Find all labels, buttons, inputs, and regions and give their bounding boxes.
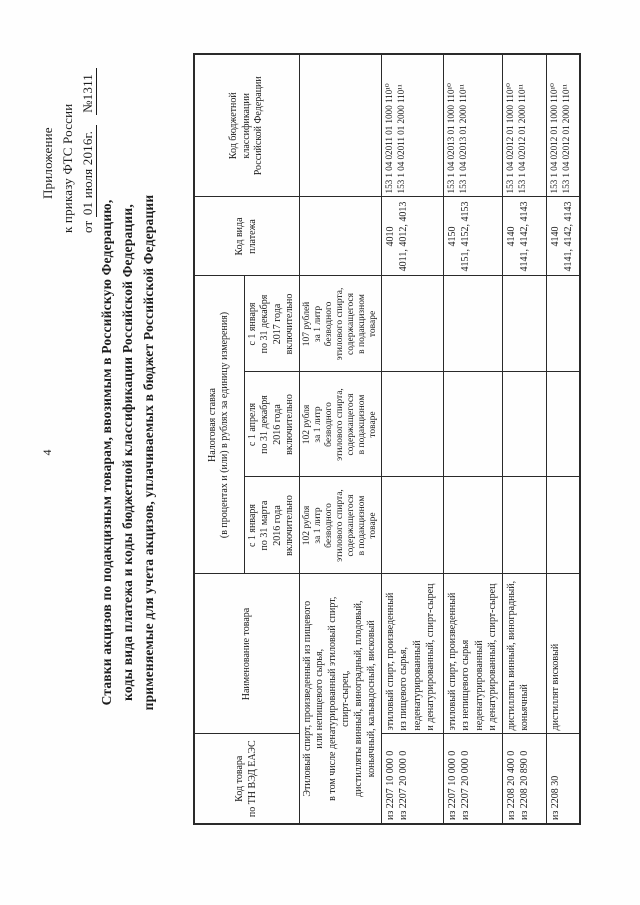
product-code-cell: из 2207 10 000 0 из 2207 20 000 0 xyxy=(381,734,443,824)
rate-cell-empty xyxy=(443,275,502,372)
rate-cell-empty xyxy=(502,372,546,477)
header-period-apr-dec-2016: с 1 апреля по 31 декабря 2016 года включ… xyxy=(244,372,299,477)
rate-cell-empty xyxy=(381,275,443,372)
header-tax-rate-group: Налоговая ставка (в процентах и (или) в … xyxy=(194,275,244,574)
excise-rates-table: Код товара по ТН ВЭД ЕАЭС Наименование т… xyxy=(193,52,581,825)
group-rate-2017-cell: 107 рублей за 1 литр безводного этиловог… xyxy=(299,275,381,372)
budget-code-cell: 153 1 04 02012 01 1000 110¹⁰ 153 1 04 02… xyxy=(502,53,546,197)
title-line-3: применяемые для учета акцизов, уплачивае… xyxy=(141,194,156,711)
budget-code-cell: 153 1 04 02012 01 1000 110¹⁰ 153 1 04 02… xyxy=(546,53,580,197)
table-row: из 2207 10 000 0 из 2207 20 000 0 этилов… xyxy=(443,53,502,824)
title-line-1: Ставки акцизов по подакцизным товарам, в… xyxy=(99,199,114,706)
table-row: из 2208 20 400 0 из 2208 20 890 0 дистил… xyxy=(502,53,546,824)
annex-from-label: от xyxy=(80,220,95,234)
rate-cell-empty xyxy=(381,372,443,477)
product-name-cell: дистиллят висковый xyxy=(546,574,580,734)
group-name-cell: Этиловый спирт, произведенный из пищевог… xyxy=(299,574,381,824)
annex-line-3: от 01 июля 2016г. №1311 xyxy=(78,68,98,233)
group-row: Этиловый спирт, произведенный из пищевог… xyxy=(299,53,381,824)
rate-cell-empty xyxy=(546,275,580,372)
product-name-cell: дистилляты винный, виноградный, коньячны… xyxy=(502,574,546,734)
payment-type-cell: 4140 4141, 4142, 4143 xyxy=(502,196,546,276)
header-period-jan-mar-2016: с 1 января по 31 марта 2016 года включит… xyxy=(244,477,299,574)
annex-order-number: №1311 xyxy=(80,68,97,115)
group-rate-q1-2016-cell: 102 рубля за 1 литр безводного этилового… xyxy=(299,477,381,574)
rate-cell-empty xyxy=(502,275,546,372)
rate-cell-empty xyxy=(546,372,580,477)
page-number: 4 xyxy=(40,449,54,456)
table-row: из 2208 30 дистиллят висковый 4140 4141,… xyxy=(546,53,580,824)
annex-date: 01 июля 2016г. xyxy=(80,124,97,218)
rate-cell-empty xyxy=(381,477,443,574)
product-name-cell: этиловый спирт, произведенный из непищев… xyxy=(443,574,502,734)
header-row-1: Код товара по ТН ВЭД ЕАЭС Наименование т… xyxy=(194,53,299,824)
document-title: Ставки акцизов по подакцизным товарам, в… xyxy=(96,0,159,905)
title-line-2: коды вида платежа и коды бюджетной класс… xyxy=(120,204,135,701)
header-payment-type-code: Код вида платежа xyxy=(194,196,299,276)
budget-code-cell: 153 1 04 02011 01 1000 110¹⁰ 153 1 04 02… xyxy=(381,53,443,197)
annex-line-2: к приказу ФТС России xyxy=(60,103,75,234)
group-payment-cell-empty xyxy=(299,196,381,276)
group-rate-apr-dec-2016-cell: 102 рубля за 1 литр безводного этилового… xyxy=(299,372,381,477)
product-code-cell: из 2208 20 400 0 из 2208 20 890 0 xyxy=(502,734,546,824)
group-budget-cell-empty xyxy=(299,53,381,197)
payment-type-cell: 4150 4151, 4152, 4153 xyxy=(443,196,502,276)
payment-type-cell: 4140 4141, 4142, 4143 xyxy=(546,196,580,276)
table-row: из 2207 10 000 0 из 2207 20 000 0 этилов… xyxy=(381,53,443,824)
header-period-2017: с 1 января по 31 декабря 2017 года включ… xyxy=(244,275,299,372)
budget-code-cell: 153 1 04 02013 01 1000 110¹⁰ 153 1 04 02… xyxy=(443,53,502,197)
header-product-name: Наименование товара xyxy=(194,574,299,734)
rate-cell-empty xyxy=(443,372,502,477)
rate-cell-empty xyxy=(443,477,502,574)
rate-cell-empty xyxy=(502,477,546,574)
product-code-cell: из 2208 30 xyxy=(546,734,580,824)
rate-cell-empty xyxy=(546,477,580,574)
product-code-cell: из 2207 10 000 0 из 2207 20 000 0 xyxy=(443,734,502,824)
header-product-code: Код товара по ТН ВЭД ЕАЭС xyxy=(194,734,299,824)
payment-type-cell: 4010 4011, 4012, 4013 xyxy=(381,196,443,276)
header-budget-classification: Код бюджетной классификации Российской Ф… xyxy=(194,53,299,197)
product-name-cell: этиловый спирт, произведенный из пищевог… xyxy=(381,574,443,734)
